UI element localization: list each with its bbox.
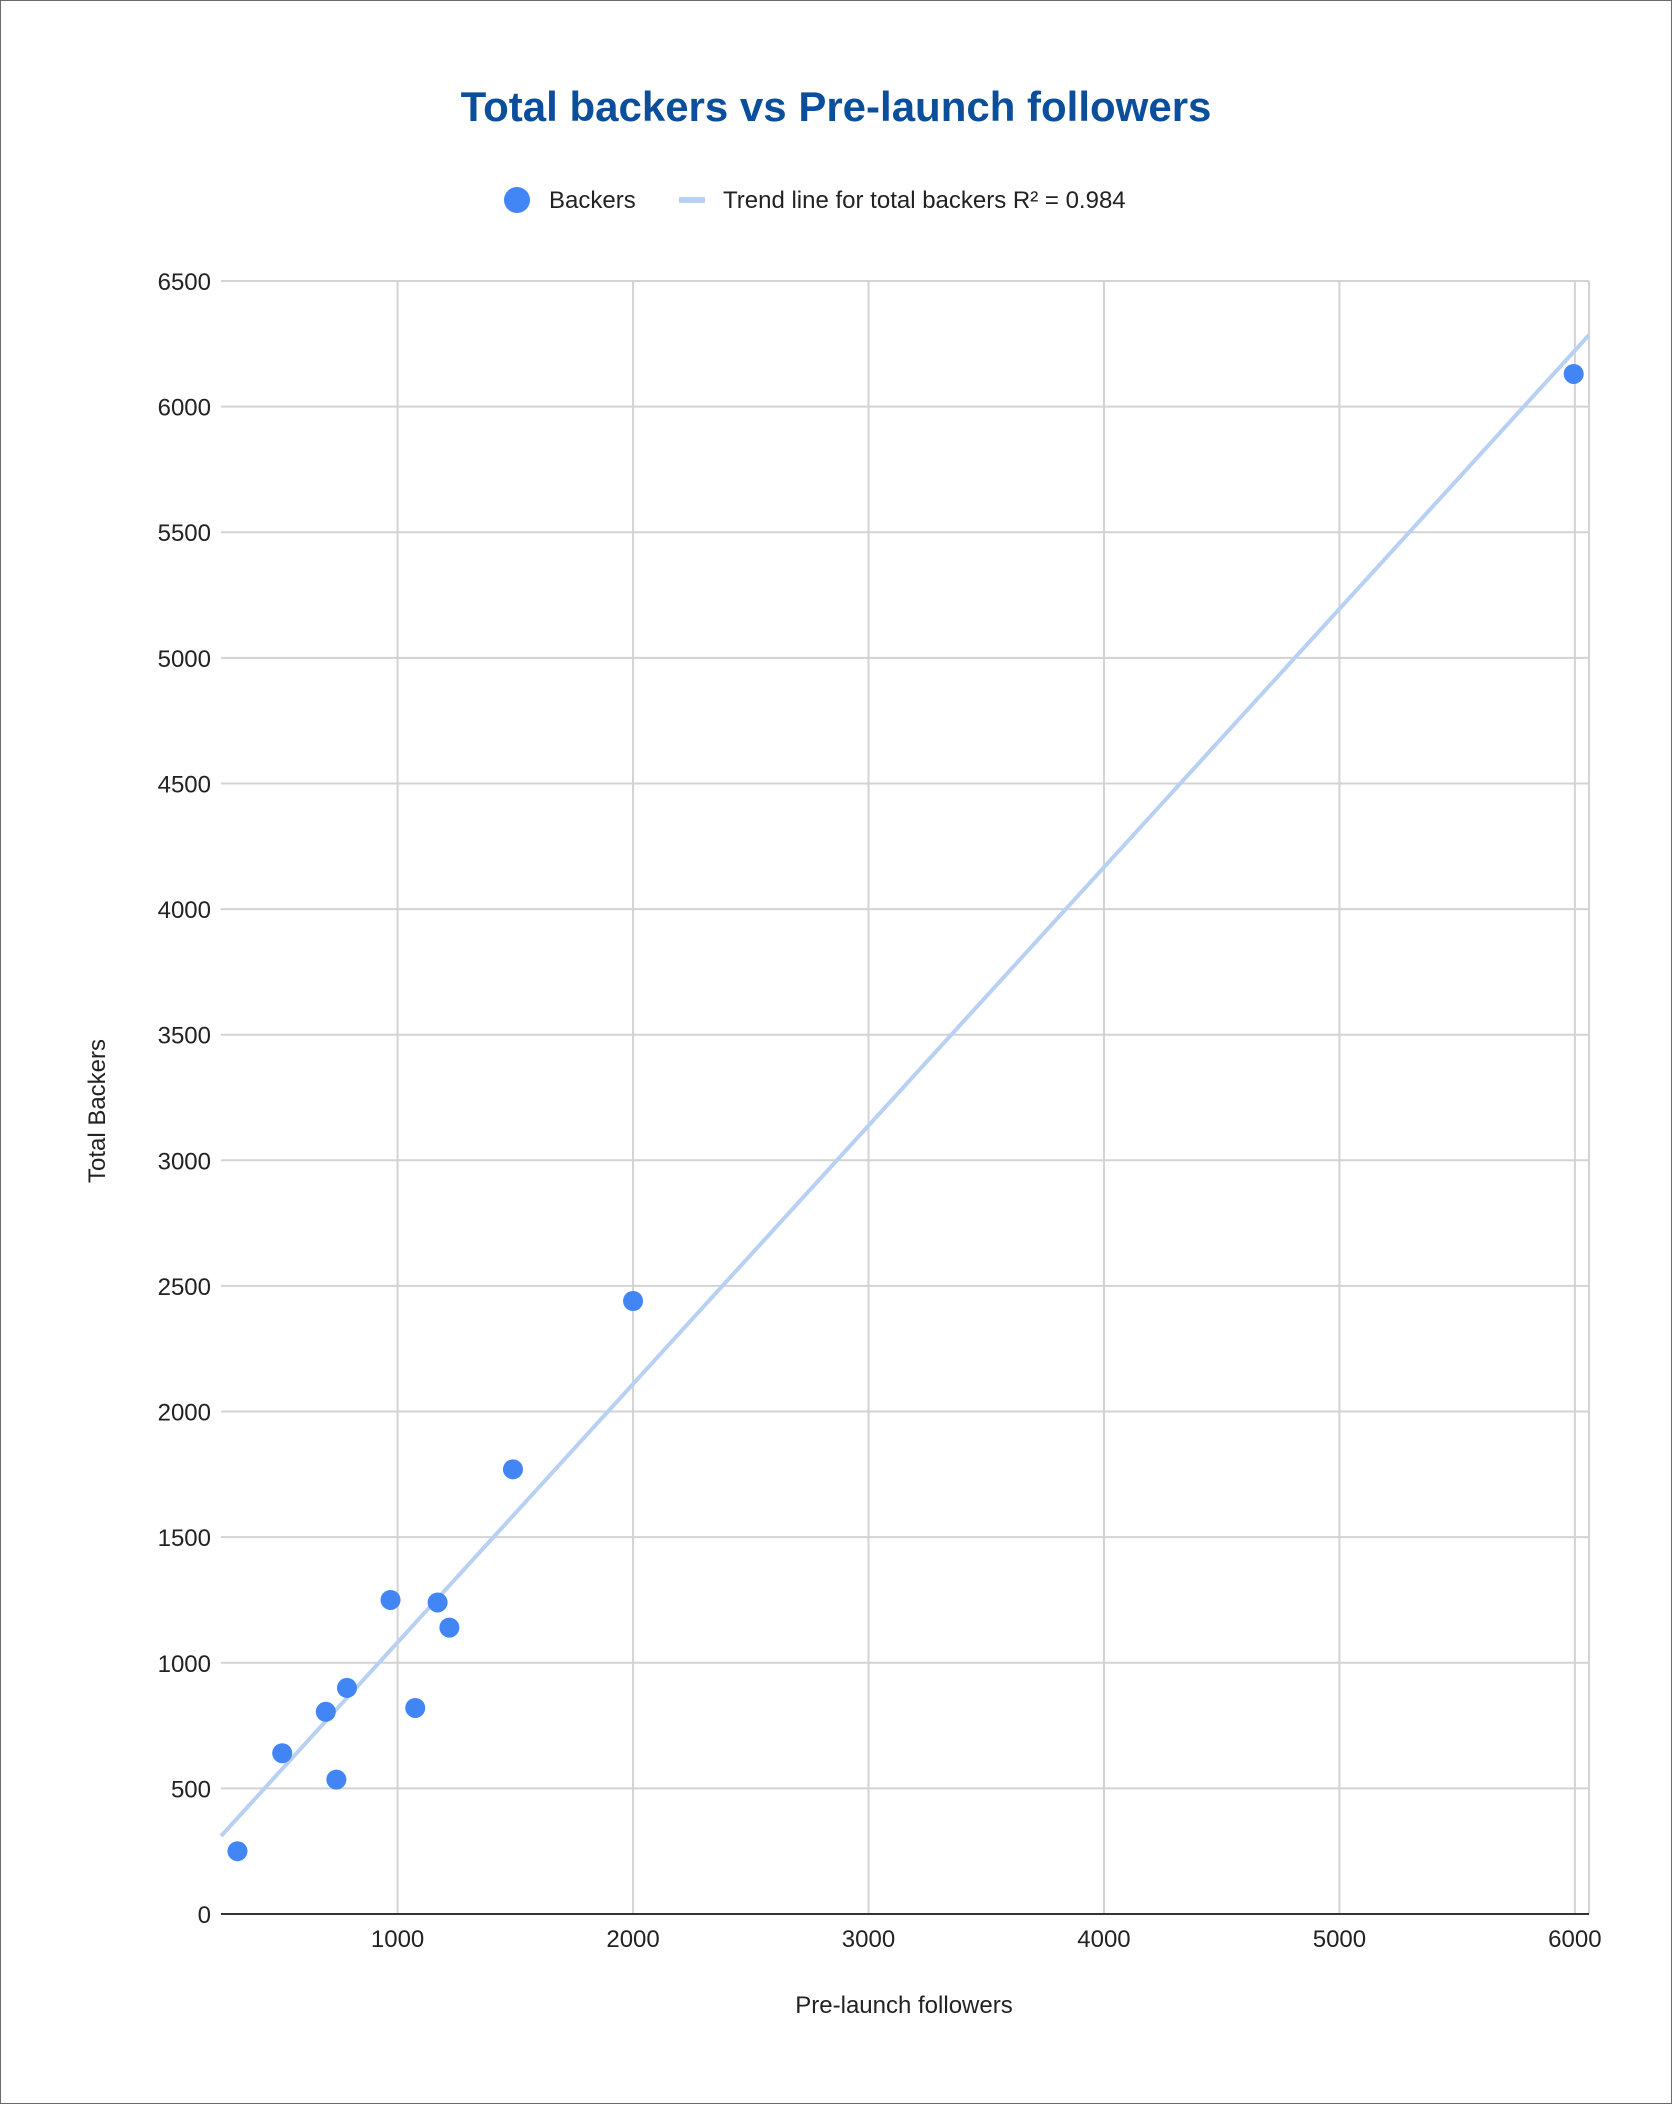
legend-backers-marker <box>504 187 530 213</box>
data-points <box>227 363 1584 1862</box>
legend-backers-label: Backers <box>549 187 636 214</box>
x-tick-label: 4000 <box>1077 1926 1130 1953</box>
data-point <box>427 1592 448 1613</box>
data-point <box>380 1589 401 1610</box>
data-point <box>623 1290 644 1311</box>
y-tick-label: 5000 <box>158 646 211 673</box>
data-point <box>336 1677 357 1698</box>
y-tick-label: 2000 <box>158 1400 211 1427</box>
y-tick-label: 0 <box>198 1902 211 1929</box>
y-axis-ticks: 0 500 1000 1500 2000 2500 3000 3500 4000 4500 5000… <box>158 269 211 1929</box>
x-tick-label: 1000 <box>371 1926 424 1953</box>
y-tick-label: 3500 <box>158 1023 211 1050</box>
data-point <box>272 1743 293 1764</box>
data-point <box>439 1617 460 1638</box>
y-tick-label: 4500 <box>158 771 211 798</box>
data-point <box>326 1769 347 1790</box>
data-point <box>1563 363 1584 384</box>
chart-title: Total backers vs Pre-launch followers <box>461 83 1212 130</box>
x-tick-label: 5000 <box>1313 1926 1366 1953</box>
y-tick-label: 2500 <box>158 1274 211 1301</box>
y-tick-label: 500 <box>171 1776 211 1803</box>
x-axis-label: Pre-launch followers <box>795 1992 1012 2019</box>
x-tick-label: 2000 <box>606 1926 659 1953</box>
gridlines <box>221 280 1590 1914</box>
data-point <box>502 1459 523 1480</box>
data-point <box>227 1841 248 1862</box>
y-axis-label: Total Backers <box>84 1039 111 1183</box>
y-tick-label: 6500 <box>158 269 211 296</box>
y-tick-label: 5500 <box>158 520 211 547</box>
y-tick-label: 3000 <box>158 1148 211 1175</box>
data-point <box>315 1701 336 1722</box>
trend-line <box>219 333 1591 1838</box>
y-tick-label: 4000 <box>158 897 211 924</box>
y-tick-label: 1500 <box>158 1525 211 1552</box>
y-tick-label: 1000 <box>158 1651 211 1678</box>
x-axis-ticks: 1000 2000 3000 4000 5000 6000 <box>371 1926 1602 1953</box>
x-tick-label: 6000 <box>1548 1926 1601 1953</box>
x-tick-label: 3000 <box>842 1926 895 1953</box>
legend-trendline-marker <box>679 197 705 203</box>
y-tick-label: 6000 <box>158 395 211 422</box>
legend: Backers Trend line for total backers R² … <box>504 187 1126 214</box>
legend-trendline-label: Trend line for total backers R² = 0.984 <box>723 187 1126 214</box>
data-point <box>405 1697 426 1718</box>
